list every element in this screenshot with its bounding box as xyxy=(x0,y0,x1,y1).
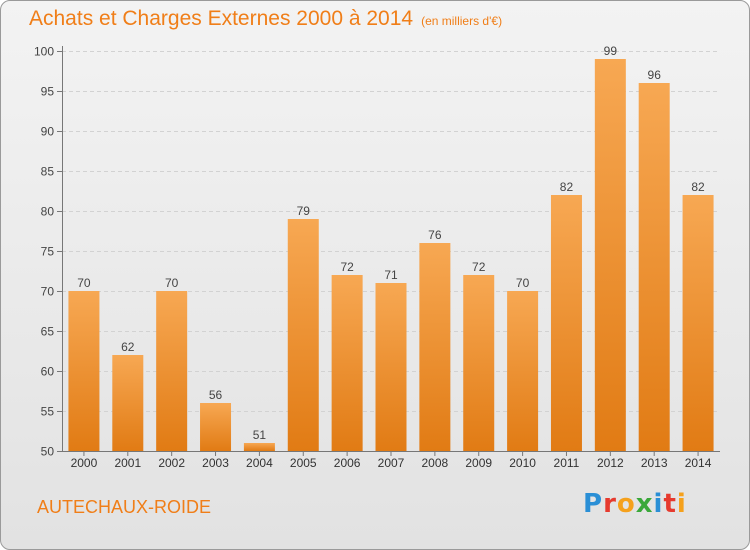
bar xyxy=(68,291,100,451)
value-label: 56 xyxy=(209,388,223,402)
y-tick-label: 60 xyxy=(41,365,55,379)
chart-subtitle: (en milliers d'€) xyxy=(421,14,503,28)
x-tick-label: 2005 xyxy=(290,456,317,470)
y-tick-label: 70 xyxy=(41,285,55,299)
x-tick-label: 2003 xyxy=(202,456,229,470)
x-tick-label: 2004 xyxy=(246,456,273,470)
value-label: 99 xyxy=(604,44,618,58)
logo-letter: r xyxy=(603,489,617,519)
logo-letter: i xyxy=(676,489,687,519)
labels: 50 55 60 65 70 75 80 85 90 95 100 2000 70 2001 62 2002 7… xyxy=(34,44,712,470)
value-label: 82 xyxy=(691,180,705,194)
commune-name: AUTECHAUX-ROIDE xyxy=(37,497,212,517)
y-tick-label: 50 xyxy=(41,445,55,459)
value-label: 62 xyxy=(121,340,135,354)
bar xyxy=(682,195,714,451)
y-tick-label: 85 xyxy=(41,165,55,179)
logo-letter: P xyxy=(583,489,604,519)
x-tick-label: 2009 xyxy=(465,456,492,470)
value-label: 70 xyxy=(516,276,530,290)
y-tick-label: 90 xyxy=(41,125,55,139)
bar xyxy=(419,243,451,451)
x-tick-label: 2007 xyxy=(378,456,405,470)
x-tick-label: 2002 xyxy=(158,456,185,470)
bar xyxy=(156,291,188,451)
value-label: 72 xyxy=(340,260,354,274)
y-tick-label: 75 xyxy=(41,245,55,259)
value-label: 72 xyxy=(472,260,486,274)
chart-title: Achats et Charges Externes 2000 à 2014 (e… xyxy=(29,7,502,31)
x-tick-label: 2006 xyxy=(334,456,361,470)
bar xyxy=(594,59,626,451)
y-tick-label: 95 xyxy=(41,85,55,99)
y-tick-label: 55 xyxy=(41,405,55,419)
bar xyxy=(112,355,144,451)
logo-letter: t xyxy=(663,489,677,519)
x-tick-label: 2008 xyxy=(422,456,449,470)
logo-letter: o xyxy=(616,489,636,519)
logo-letter: x xyxy=(635,489,654,519)
value-label: 79 xyxy=(297,204,311,218)
chart-title-text: Achats et Charges Externes 2000 à 2014 xyxy=(29,7,414,30)
x-tick-label: 2012 xyxy=(597,456,624,470)
x-tick-label: 2010 xyxy=(509,456,536,470)
value-label: 70 xyxy=(165,276,179,290)
axes xyxy=(57,46,720,456)
bar xyxy=(550,195,582,451)
bar xyxy=(243,443,275,451)
x-tick-label: 2014 xyxy=(685,456,712,470)
value-label: 71 xyxy=(384,268,398,282)
bar xyxy=(375,283,407,451)
bar xyxy=(200,403,232,451)
x-tick-label: 2011 xyxy=(554,456,580,470)
value-label: 70 xyxy=(77,276,91,290)
value-label: 76 xyxy=(428,228,442,242)
y-tick-label: 100 xyxy=(34,45,54,59)
bar xyxy=(638,83,670,451)
value-label: 51 xyxy=(253,428,267,442)
x-tick-label: 2001 xyxy=(114,456,141,470)
x-tick-label: 2013 xyxy=(641,456,668,470)
x-tick-label: 2000 xyxy=(71,456,98,470)
bars xyxy=(68,59,714,451)
bar xyxy=(507,291,539,451)
bar xyxy=(331,275,363,451)
proxiti-logo: Proxiti xyxy=(583,489,687,519)
value-label: 82 xyxy=(560,180,574,194)
bar xyxy=(287,219,319,451)
y-tick-label: 65 xyxy=(41,325,55,339)
bar xyxy=(463,275,495,451)
logo-letter: i xyxy=(653,489,664,519)
value-label: 96 xyxy=(648,68,662,82)
y-tick-label: 80 xyxy=(41,205,55,219)
